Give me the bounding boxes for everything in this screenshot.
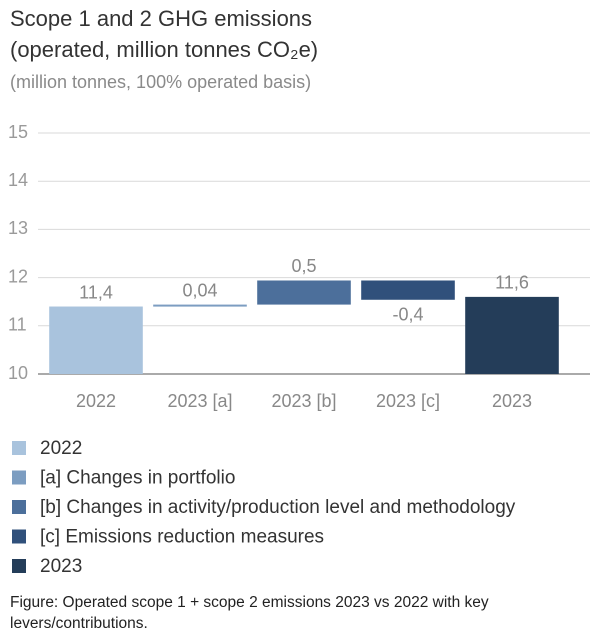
y-tick-label: 13: [8, 218, 28, 238]
y-tick-label: 14: [8, 170, 28, 190]
bar: [49, 306, 143, 374]
y-tick-label: 12: [8, 266, 28, 286]
y-tick-label: 15: [8, 122, 28, 142]
bar: [361, 280, 455, 300]
legend-label: 2022: [40, 438, 82, 459]
x-tick-label: 2023 [a]: [167, 391, 232, 411]
bar: [257, 280, 351, 305]
chart-title: Scope 1 and 2 GHG emissions: [10, 6, 312, 31]
value-label: 11,4: [79, 282, 113, 302]
x-tick-label: 2022: [76, 391, 116, 411]
chart-title: (operated, million tonnes CO₂e): [10, 37, 318, 62]
legend-swatch: [12, 500, 26, 514]
bar: [465, 296, 559, 374]
x-tick-label: 2023 [c]: [376, 391, 440, 411]
y-tick-label: 10: [8, 363, 28, 383]
x-tick-label: 2023: [492, 391, 532, 411]
y-tick-label: 11: [8, 315, 27, 335]
legend-swatch: [12, 441, 26, 455]
value-label: 0,5: [291, 256, 316, 276]
caption: Figure: Operated scope 1 + scope 2 emiss…: [10, 594, 489, 632]
legend-swatch: [12, 470, 26, 485]
legend-swatch: [12, 559, 26, 573]
x-tick-label: 2023 [b]: [271, 391, 336, 411]
bar: [153, 304, 247, 307]
legend-swatch: [12, 529, 26, 544]
value-label: 11,6: [495, 273, 529, 293]
legend-label: [c] Emissions reduction measures: [40, 527, 324, 548]
chart: Scope 1 and 2 GHG emissions (operated, m…: [8, 6, 590, 577]
legend-label: 2023: [40, 556, 82, 577]
legend-label: [b] Changes in activity/production level…: [40, 497, 516, 518]
chart-subtitle: (million tonnes, 100% operated basis): [10, 72, 311, 92]
value-label: 0,04: [182, 280, 217, 300]
legend-label: [a] Changes in portfolio: [40, 468, 235, 489]
value-label: -0,4: [392, 305, 423, 325]
